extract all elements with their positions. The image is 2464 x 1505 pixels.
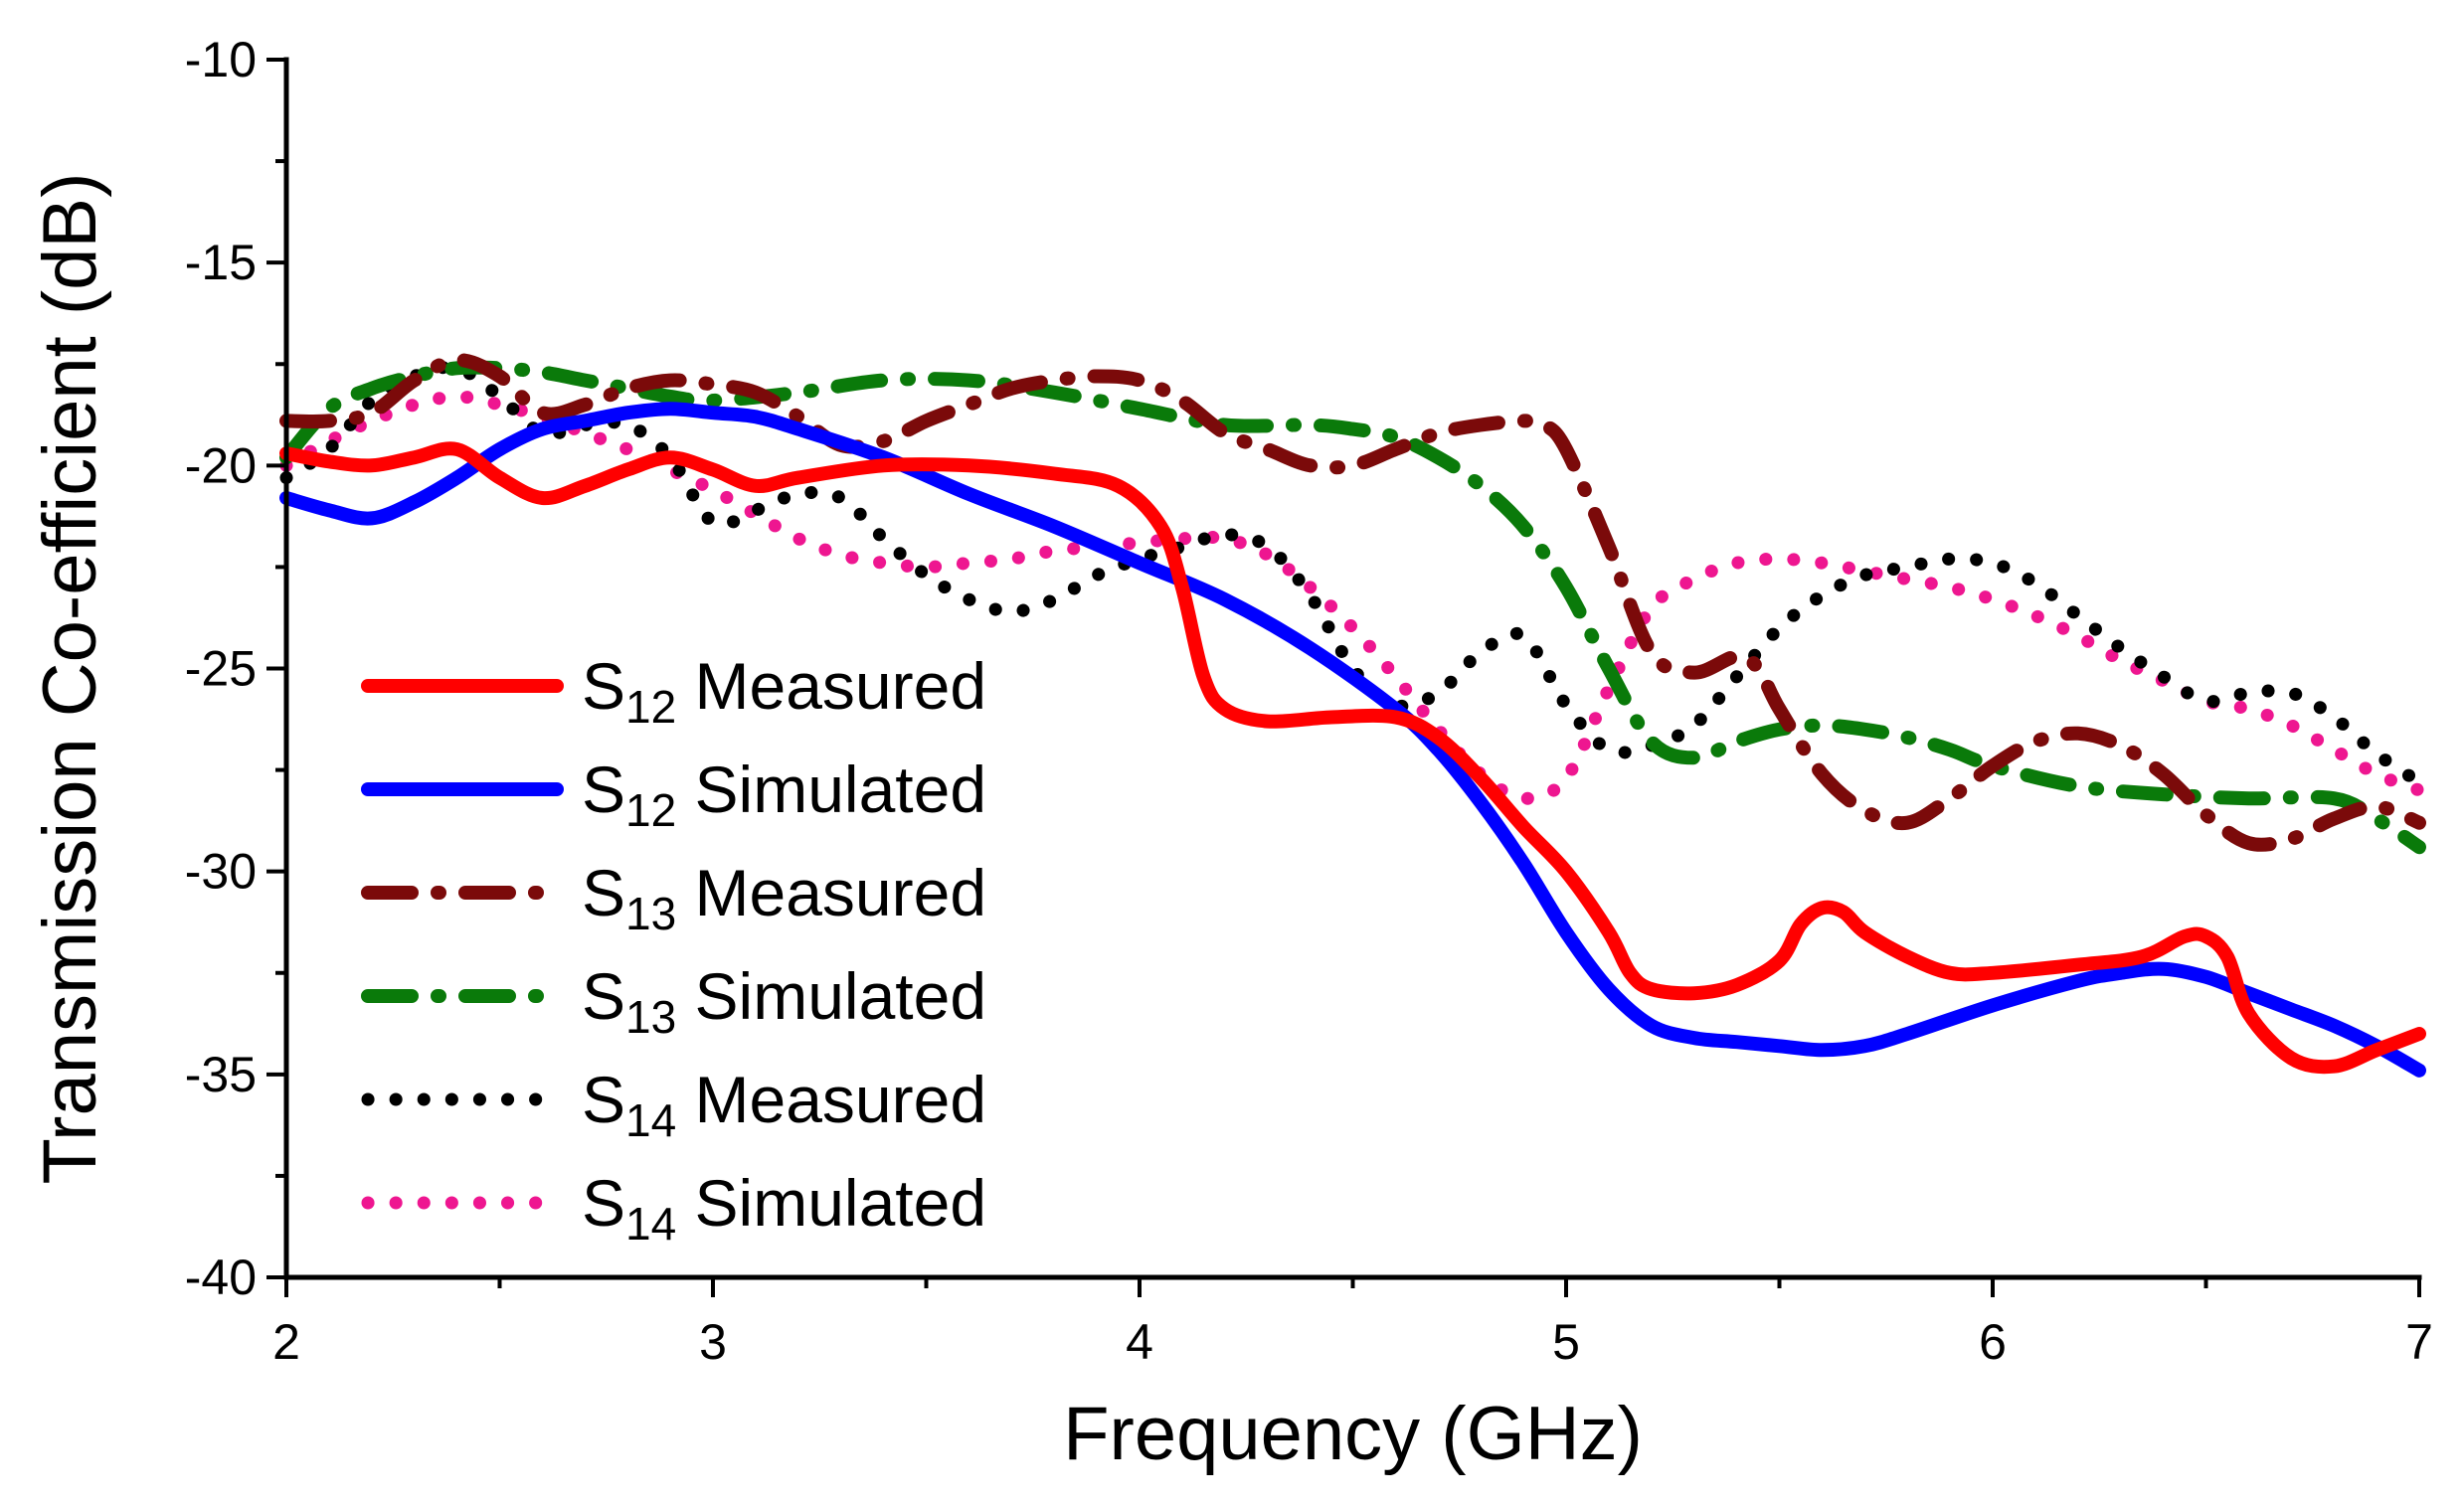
legend-label: S13 Measured — [582, 856, 986, 939]
axes-layer: 2 3 4 5 6 7 -40 -35 -30 -25 -20 -15 -10 — [185, 32, 2433, 1370]
y-tick-label: -20 — [185, 437, 257, 493]
x-tick-label: 7 — [2405, 1314, 2433, 1370]
series-line-s12-simulated — [279, 402, 2426, 1078]
x-axis-title: Frequency (GHz) — [1063, 1392, 1643, 1476]
x-tick-label: 4 — [1126, 1314, 1153, 1370]
series-line-s13-simulated — [279, 360, 2426, 855]
y-tick-label: -30 — [185, 844, 257, 900]
y-axis-title: Transmission Co-efficient (dB) — [28, 173, 112, 1185]
legend-label: S12 Measured — [582, 649, 986, 733]
legend-label: S14 Simulated — [582, 1166, 986, 1250]
series-layer — [279, 353, 2426, 1078]
y-tick-label: -40 — [185, 1250, 257, 1305]
y-tick-label: -15 — [185, 235, 257, 290]
series-line-s12-measured — [279, 441, 2426, 1075]
series-line-s14-measured — [279, 360, 2426, 789]
x-tick-label: 5 — [1552, 1314, 1580, 1370]
series-line-s13-measured — [279, 353, 2426, 852]
x-tick-label: 6 — [1979, 1314, 2007, 1370]
y-tick-label: -35 — [185, 1047, 257, 1102]
legend: S12 Measured S12 Simulated S13 Measured S13… — [361, 649, 986, 1250]
y-tick-label: -25 — [185, 641, 257, 697]
x-tick-label: 3 — [699, 1314, 727, 1370]
y-tick-label: -10 — [185, 32, 257, 87]
legend-label: S14 Measured — [582, 1063, 986, 1146]
legend-label: S12 Simulated — [582, 752, 986, 836]
legend-label: S13 Simulated — [582, 959, 986, 1043]
x-tick-label: 2 — [272, 1314, 300, 1370]
